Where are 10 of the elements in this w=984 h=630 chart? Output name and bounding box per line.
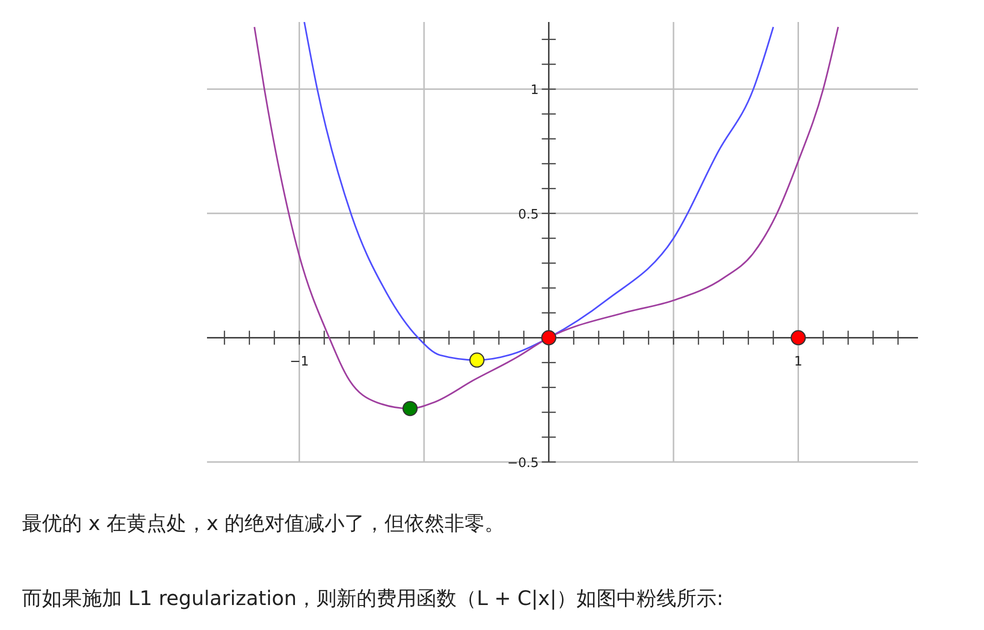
point [541, 330, 556, 346]
text: 而如果施加 L1 regularization，则新的费用函数（L + C|x|）如图中粉线所示: [22, 585, 724, 612]
y-tick-label: 0.5 [518, 207, 539, 222]
point [790, 330, 806, 346]
text: 最优的 x 在黄点处，x 的绝对值减小了，但依然非零。 [22, 510, 505, 537]
x-tick-label: −1 [290, 354, 309, 370]
y-tick-label: −0.5 [507, 456, 539, 471]
point [469, 352, 485, 368]
point [402, 400, 418, 416]
y-tick-label: 1 [530, 83, 539, 98]
